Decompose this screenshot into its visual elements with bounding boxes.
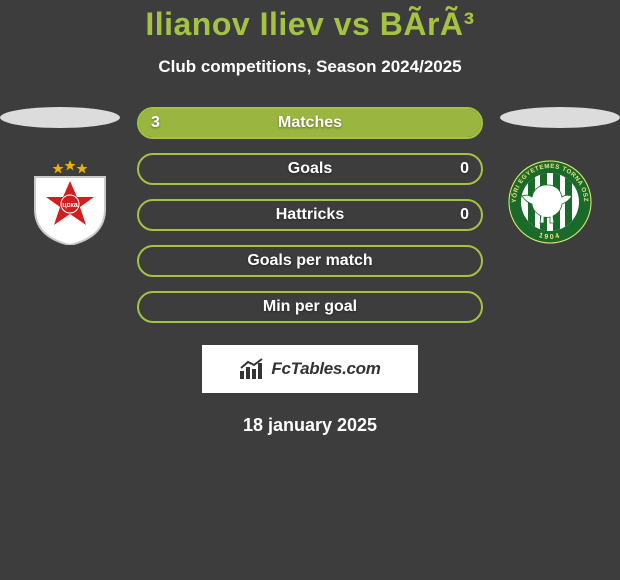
subtitle: Club competitions, Season 2024/2025 [0, 57, 620, 77]
club-crest-right: GYŐRI EGYETEMES TORNA OSZT. 1904 [500, 159, 600, 245]
page-title: Ilianov Iliev vs BÃrÃ³ [0, 6, 620, 43]
bar-label: Min per goal [263, 298, 357, 316]
crest-left-banner-text: цска [62, 202, 78, 209]
stat-bar: Goals per match [137, 245, 483, 277]
bar-label: Goals per match [247, 252, 372, 270]
date-text: 18 january 2025 [0, 415, 620, 436]
stat-bar: Min per goal [137, 291, 483, 323]
stat-bar: Goals 0 [137, 153, 483, 185]
club-crest-left: цска [20, 159, 120, 245]
player-ellipse-right [500, 107, 620, 128]
bar-label: Hattricks [276, 206, 344, 224]
bar-left-value: 3 [151, 114, 160, 132]
bar-label: Goals [288, 160, 332, 178]
brand-logo-box: FcTables.com [202, 345, 418, 393]
comparison-bars: 3 Matches Goals 0 Hattricks 0 Goals per match M… [137, 107, 483, 323]
stat-bar: 3 Matches [137, 107, 483, 139]
player-ellipse-left [0, 107, 120, 128]
bar-label: Matches [278, 114, 342, 132]
stat-bar: Hattricks 0 [137, 199, 483, 231]
bar-right-value: 0 [460, 206, 469, 224]
brand-label: FcTables.com [271, 359, 380, 379]
brand-chart-icon [239, 358, 265, 380]
bar-right-value: 0 [460, 160, 469, 178]
